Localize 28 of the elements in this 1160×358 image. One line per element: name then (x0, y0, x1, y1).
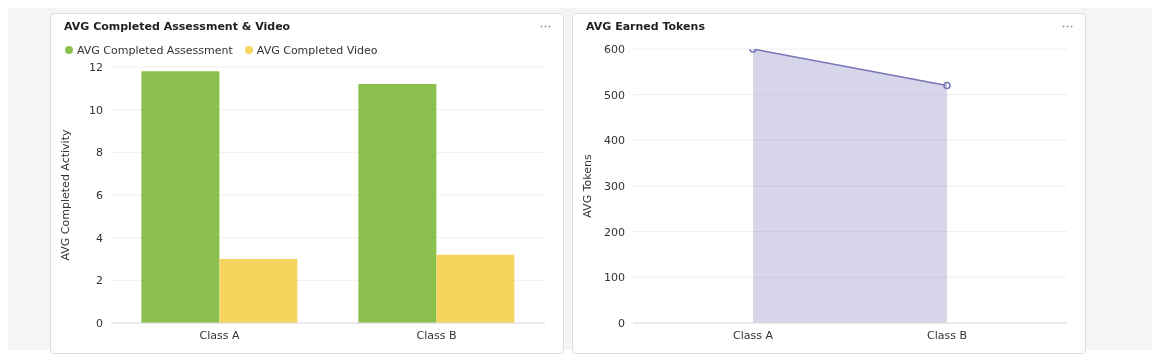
x-tick-label: Class B (927, 328, 967, 342)
y-tick-label: 12 (89, 60, 103, 74)
y-tick-label: 400 (604, 134, 625, 148)
bar (219, 259, 298, 323)
y-tick-label: 10 (89, 103, 103, 117)
y-axis-title: AVG Tokens (580, 154, 594, 218)
y-tick-label: 100 (604, 271, 625, 285)
x-tick-label: Class B (416, 328, 457, 342)
chart-title: AVG Completed Assessment & Video (64, 20, 291, 33)
y-tick-label: 2 (96, 274, 103, 288)
bar (436, 254, 515, 323)
y-tick-label: 0 (96, 316, 103, 330)
legend-label: AVG Completed Video (255, 43, 378, 57)
y-tick-label: 500 (604, 88, 625, 102)
y-tick-label: 600 (604, 42, 625, 56)
x-tick-label: Class A (733, 328, 774, 342)
chart-title: AVG Earned Tokens (586, 20, 705, 33)
y-tick-label: 6 (96, 188, 103, 202)
y-axis-title: AVG Completed Activity (58, 129, 72, 261)
bar (141, 71, 220, 323)
y-tick-label: 300 (604, 179, 625, 193)
y-tick-label: 200 (604, 225, 625, 239)
y-tick-label: 8 (96, 146, 103, 160)
y-tick-label: 0 (618, 316, 625, 330)
y-tick-label: 4 (96, 231, 103, 245)
x-tick-label: Class A (199, 328, 240, 342)
bar (358, 84, 437, 323)
legend-label: AVG Completed Assessment (76, 43, 233, 57)
